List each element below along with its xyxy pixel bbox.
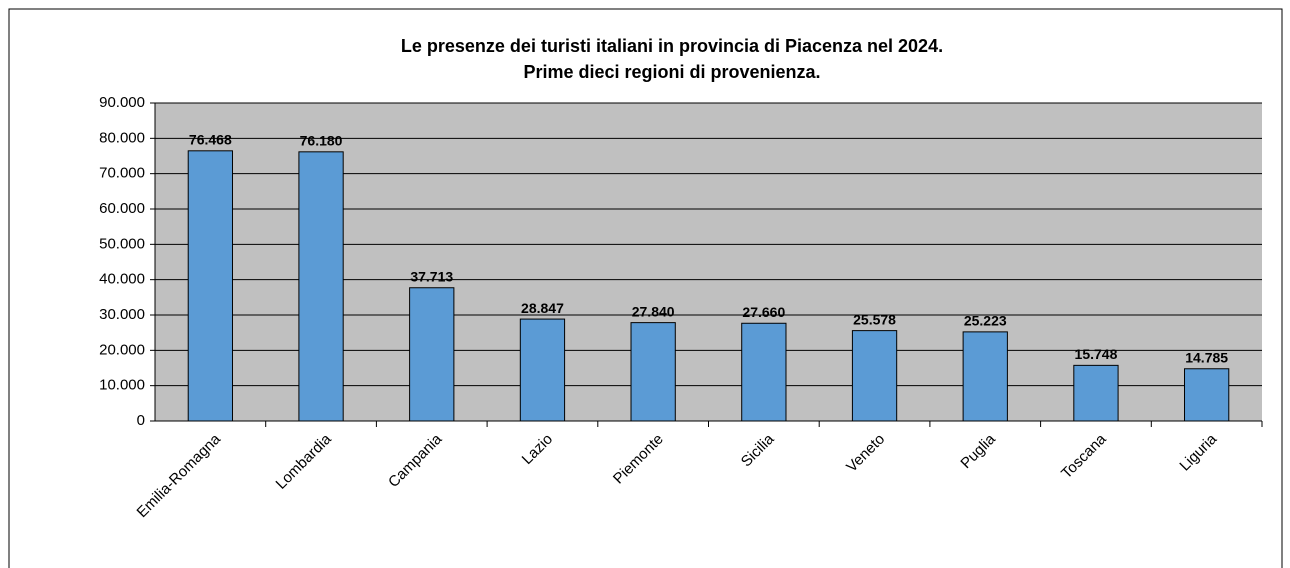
y-tick-label: 70.000 xyxy=(99,165,145,182)
y-tick-label: 90.000 xyxy=(99,94,145,111)
value-label: 25.223 xyxy=(964,313,1007,329)
x-tick-label: Campania xyxy=(385,430,446,491)
bar xyxy=(519,318,566,422)
y-tick-label: 30.000 xyxy=(99,306,145,323)
y-tick-label: 50.000 xyxy=(99,235,145,252)
chart-subtitle: Prime dieci regioni di provenienza. xyxy=(523,62,820,82)
y-tick-label: 80.000 xyxy=(99,129,145,146)
chart-border xyxy=(8,8,1283,568)
value-label: 15.748 xyxy=(1075,346,1118,362)
y-tick-label: 40.000 xyxy=(99,271,145,288)
x-tick-label: Sicilia xyxy=(738,430,778,470)
y-tick-label: 0 xyxy=(137,412,145,429)
value-label: 27.840 xyxy=(632,303,675,319)
bar xyxy=(187,150,233,422)
value-label: 27.660 xyxy=(742,304,785,320)
value-label: 28.847 xyxy=(521,300,564,316)
value-label: 25.578 xyxy=(853,311,896,327)
x-tick-label: Liguria xyxy=(1176,430,1220,474)
y-tick-label: 10.000 xyxy=(99,377,145,394)
chart-title: Le presenze dei turisti italiani in prov… xyxy=(401,36,943,56)
x-tick-label: Veneto xyxy=(843,431,888,476)
bar xyxy=(630,322,676,422)
bar xyxy=(851,330,898,422)
x-tick-label: Puglia xyxy=(957,430,999,472)
x-tick-label: Lombardia xyxy=(273,430,336,493)
bar xyxy=(1073,364,1119,422)
bar xyxy=(741,322,787,422)
x-tick-label: Emilia-Romagna xyxy=(134,430,225,521)
value-label: 37.713 xyxy=(410,268,453,284)
bar xyxy=(409,287,455,422)
value-label: 76.468 xyxy=(189,132,232,148)
bar xyxy=(298,151,344,422)
bar xyxy=(962,331,1008,422)
value-label: 76.180 xyxy=(300,133,343,149)
x-tick-label: Piemonte xyxy=(610,431,667,488)
value-label: 14.785 xyxy=(1185,349,1228,365)
x-tick-label: Toscana xyxy=(1058,430,1110,482)
y-tick-label: 60.000 xyxy=(99,200,145,217)
x-tick-label: Lazio xyxy=(519,431,556,468)
y-tick-label: 20.000 xyxy=(99,341,145,358)
bar xyxy=(1184,368,1230,422)
